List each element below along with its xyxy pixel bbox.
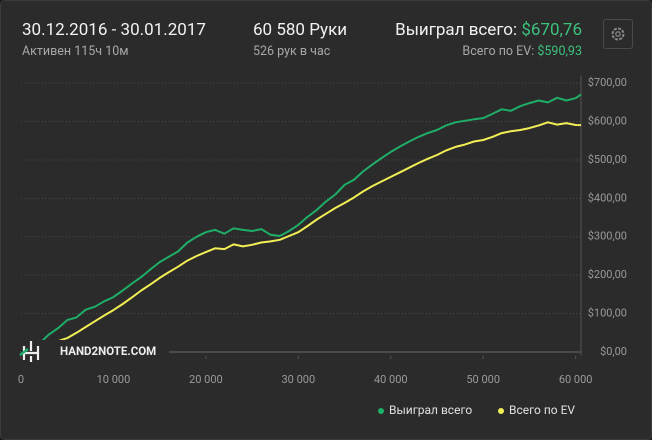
series-line: [20, 121, 582, 353]
plot: $0,00 $100,00 $200,00 $300,00 $400,00 $500,00…: [18, 75, 627, 417]
won-label: Выиграл всего:: [395, 20, 518, 40]
watermark-logo-accent: [19, 348, 29, 356]
legend-label: Всего по EV: [509, 403, 575, 417]
ev-total: Всего по EV: $590,93: [462, 44, 582, 59]
legend-marker: [378, 408, 384, 414]
legend-label: Выиграл всего: [389, 403, 472, 417]
won-value: $670,76: [521, 20, 582, 40]
y-tick-label: $500,00: [588, 153, 627, 166]
y-tick-label: $600,00: [588, 114, 627, 127]
watermark-box: [21, 340, 169, 364]
series-line: [20, 93, 582, 353]
x-tick-label: 60 000: [559, 373, 593, 386]
won-total: Выиграл всего: $670,76: [395, 20, 582, 40]
x-tick-label: 20 000: [189, 373, 223, 386]
x-tick-label: 40 000: [374, 373, 408, 386]
settings-button[interactable]: [603, 19, 633, 49]
x-tick-label: 50 000: [466, 373, 500, 386]
y-tick-label: $200,00: [588, 268, 627, 281]
ev-value: $590,93: [537, 44, 582, 59]
ev-label: Всего по EV:: [462, 44, 535, 59]
y-tick-label: $0,00: [600, 345, 627, 358]
active-time: Активен 115ч 10м: [22, 44, 129, 59]
watermark-text: HAND2NOTE.COM: [60, 344, 156, 358]
y-tick-label: $400,00: [588, 191, 627, 204]
x-tick-label: 10 000: [97, 373, 131, 386]
hands-per-hour: 526 рук в час: [253, 44, 331, 59]
date-range[interactable]: 30.12.2016 - 30.01.2017: [22, 20, 206, 40]
x-tick-label: 30 000: [281, 373, 315, 386]
x-tick-label: 0: [18, 373, 24, 386]
watermark: HAND2NOTE.COM: [19, 340, 169, 364]
legend-marker: [498, 408, 504, 414]
gear-icon: [611, 27, 625, 41]
y-tick-label: $700,00: [588, 76, 627, 89]
y-tick-label: $300,00: [588, 230, 627, 243]
y-tick-label: $100,00: [588, 306, 627, 319]
hands-count: 60 580 Руки: [253, 20, 348, 40]
